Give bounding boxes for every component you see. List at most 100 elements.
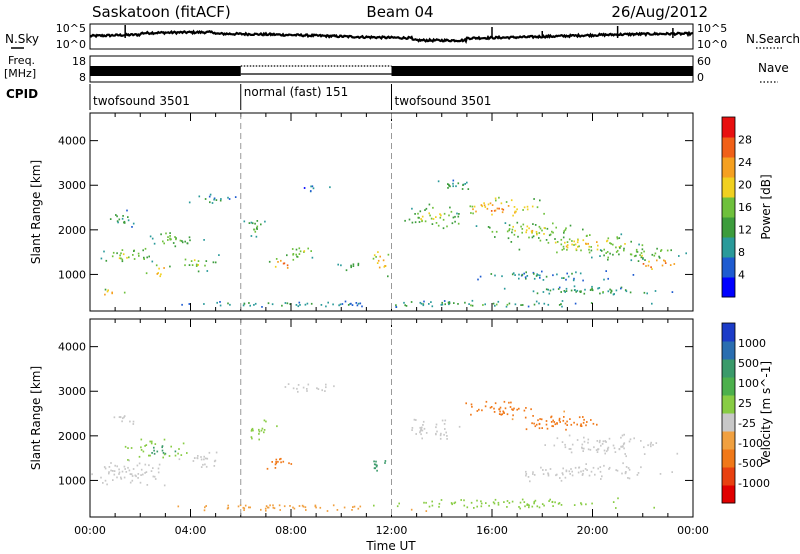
power-panel: 4000 3000 2000 1000 Slant Range [km] 28 24 20… <box>29 112 773 312</box>
data-cell <box>498 196 500 199</box>
y-tick-label: 3000 <box>58 385 86 398</box>
data-cell <box>133 250 135 252</box>
data-cell <box>624 289 627 291</box>
data-cell <box>525 428 528 431</box>
data-cell <box>121 249 124 251</box>
data-cell <box>599 292 601 295</box>
data-cell <box>528 227 530 230</box>
data-cell <box>618 448 621 451</box>
colorbar-swatch <box>722 485 735 504</box>
data-cell <box>375 460 377 463</box>
data-cell <box>338 304 340 307</box>
data-cell <box>450 502 453 504</box>
data-cell <box>109 218 112 220</box>
data-cell <box>596 241 598 243</box>
data-cell <box>193 259 196 262</box>
x-axis-label: Time UT <box>365 539 416 553</box>
data-cell <box>591 289 594 292</box>
data-cell <box>180 454 183 456</box>
x-tick-label: 16:00 <box>476 524 508 537</box>
data-cell <box>588 245 591 248</box>
data-cell <box>209 193 212 196</box>
power-panel-bg <box>90 113 693 311</box>
data-cell <box>118 471 121 474</box>
data-cell <box>463 499 465 502</box>
data-cell <box>444 428 446 430</box>
data-cell <box>273 507 276 510</box>
data-cell <box>425 207 428 210</box>
data-cell <box>439 213 441 216</box>
data-cell <box>441 301 443 304</box>
data-cell <box>465 402 467 405</box>
data-cell <box>140 438 143 441</box>
data-cell <box>563 290 566 292</box>
colorbar-swatch <box>722 467 735 486</box>
data-cell <box>521 231 523 234</box>
data-cell <box>112 251 115 254</box>
data-cell <box>373 460 375 463</box>
data-cell <box>423 501 425 504</box>
data-cell <box>116 465 118 468</box>
data-cell <box>421 220 423 223</box>
data-cell <box>413 418 416 421</box>
data-cell <box>549 468 552 470</box>
data-cell <box>430 301 432 303</box>
data-cell <box>404 304 406 307</box>
power-ylabel: Slant Range [km] <box>29 160 43 264</box>
data-cell <box>590 249 593 252</box>
data-cell <box>518 506 520 508</box>
data-cell <box>562 467 564 470</box>
data-cell <box>516 408 518 411</box>
data-cell <box>566 246 569 249</box>
data-cell <box>435 432 437 435</box>
data-cell <box>304 303 307 306</box>
data-cell <box>628 440 631 443</box>
colorbar-swatch <box>722 157 735 178</box>
data-cell <box>580 423 582 426</box>
noise-sky-line <box>89 29 694 44</box>
data-cell <box>575 248 578 251</box>
data-cell <box>590 470 593 473</box>
data-cell <box>490 406 493 408</box>
data-cell <box>415 419 417 421</box>
data-cell <box>357 302 360 305</box>
data-cell <box>277 261 279 263</box>
data-cell <box>150 470 153 472</box>
data-cell <box>561 305 563 308</box>
data-cell <box>340 264 342 267</box>
data-cell <box>495 199 497 202</box>
data-cell <box>508 229 510 232</box>
data-cell <box>489 202 492 205</box>
data-cell <box>476 505 478 508</box>
data-cell <box>436 430 438 433</box>
data-cell <box>607 277 609 280</box>
data-cell <box>131 226 133 228</box>
data-cell <box>195 263 198 266</box>
y-tick-label: 2000 <box>58 224 86 237</box>
x-tick-label: 00:00 <box>677 524 709 537</box>
data-cell <box>258 438 260 441</box>
data-cell <box>304 506 307 509</box>
data-cell <box>522 223 525 226</box>
data-cell <box>569 448 572 450</box>
data-cell <box>106 483 108 486</box>
data-cell <box>447 301 450 304</box>
data-cell <box>497 501 500 504</box>
data-cell <box>195 265 198 267</box>
data-cell <box>487 226 490 228</box>
beam-title: Beam 04 <box>366 3 433 21</box>
cpid-segments: twofsound 3501 normal (fast) 151 twofsound… <box>89 84 491 110</box>
data-cell <box>566 272 568 275</box>
nsearch-label: N.Search <box>746 32 800 46</box>
data-cell <box>583 447 585 450</box>
data-cell <box>561 248 564 251</box>
data-cell <box>174 236 176 238</box>
data-cell <box>565 278 567 281</box>
data-cell <box>576 439 579 441</box>
data-cell <box>565 287 568 290</box>
data-cell <box>260 429 263 432</box>
data-cell <box>577 471 580 474</box>
data-cell <box>484 405 487 408</box>
data-cell <box>534 224 537 226</box>
data-cell <box>314 505 317 508</box>
